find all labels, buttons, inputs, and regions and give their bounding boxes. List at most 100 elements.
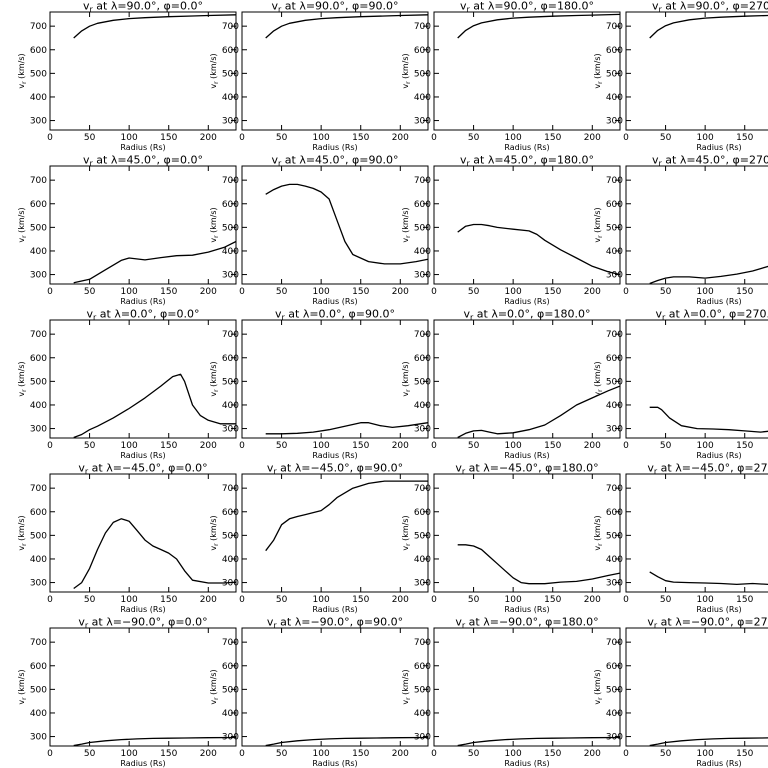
panel-title: vr at λ=45.0°, φ=180.0° (460, 154, 594, 169)
x-tick-label: 200 (392, 133, 409, 143)
y-tick-label: 500 (30, 69, 47, 79)
y-label-var: v (593, 238, 602, 243)
plot-frame (49, 165, 237, 285)
panel-title: vr at λ=−90.0°, φ=270.0° (647, 616, 768, 631)
y-label-subscript: r (213, 543, 220, 546)
plot-frame (241, 319, 429, 439)
y-tick-label: 500 (414, 377, 431, 387)
title-var: v (455, 616, 462, 629)
chart-panel: vr at λ=−90.0°, φ=270.0°0501001502003004… (593, 616, 768, 768)
y-tick-label: 500 (606, 377, 623, 387)
y-tick-label: 400 (414, 555, 431, 565)
y-axis-label: vr (km/s) (401, 53, 412, 88)
chart-panel: vr at λ=90.0°, φ=180.0°0 50 100 150 20030040… (401, 0, 621, 152)
y-label-subscript: r (21, 81, 28, 84)
x-tick-label: 0 (47, 749, 53, 759)
x-tick-label: 150 (736, 133, 753, 143)
y-label-unit: (km/s) (401, 361, 410, 389)
y-tick-label: 700 (222, 330, 239, 340)
data-line (265, 183, 428, 265)
panel-title: vr at λ=−45.0°, φ=180.0° (455, 462, 598, 477)
y-label-unit: (km/s) (209, 669, 218, 697)
chart-panel: vr at λ=90.0°, φ=90.0°0 50 100 150 200300400… (209, 0, 429, 152)
title-subscript: r (89, 5, 93, 14)
y-label-subscript: r (21, 235, 28, 238)
y-label-subscript: r (405, 235, 412, 238)
plot-frame (625, 473, 768, 593)
x-tick-label: 150 (160, 287, 177, 297)
x-tick-label: 50 (276, 595, 288, 605)
x-tick-label: 50 (276, 441, 288, 451)
chart-panel: vr at λ=45.0°, φ=180.0°0 50 100 150 20030040… (401, 154, 621, 306)
chart-panel: vr at λ=−45.0°, φ=270.0°0501001502003004… (593, 462, 768, 614)
y-axis-label: vr (km/s) (593, 361, 604, 396)
y-axis-label: vr (km/s) (209, 53, 220, 88)
data-line (73, 14, 236, 39)
x-tick-label: 200 (392, 749, 409, 759)
data-line (73, 373, 236, 438)
x-tick-label: 150 (160, 749, 177, 759)
panel-title: vr at λ=0.0°, φ=90.0° (275, 308, 395, 323)
x-tick-label: 200 (584, 749, 601, 759)
y-tick-label: 700 (30, 176, 47, 186)
x-axis-label: Radius (Rs) (504, 451, 549, 460)
x-tick-label: 50 (660, 749, 672, 759)
y-tick-label: 300 (606, 579, 623, 589)
y-label-subscript: r (213, 81, 220, 84)
y-tick-label: 400 (30, 555, 47, 565)
x-tick-label: 100 (697, 441, 714, 451)
data-line (265, 14, 428, 39)
x-tick-label: 50 (84, 287, 96, 297)
x-tick-label: 150 (736, 441, 753, 451)
y-tick-label: 600 (606, 508, 623, 518)
plot-frame (433, 165, 621, 285)
y-label-unit: (km/s) (17, 515, 26, 543)
y-tick-label: 400 (414, 247, 431, 257)
y-tick-label: 300 (414, 579, 431, 589)
title-var: v (652, 154, 659, 167)
title-location: at λ=90.0°, φ=90.0° (281, 0, 398, 13)
x-tick-label: 50 (276, 287, 288, 297)
x-tick-label: 0 (239, 287, 245, 297)
y-tick-label: 600 (222, 200, 239, 210)
y-tick-label: 300 (222, 425, 239, 435)
y-label-subscript: r (405, 697, 412, 700)
y-axis-label: vr (km/s) (401, 515, 412, 550)
x-tick-label: 150 (736, 749, 753, 759)
y-tick-label: 300 (30, 271, 47, 281)
plot-frame (49, 11, 237, 131)
plot-frame (625, 165, 768, 285)
chart-panel: vr at λ=0.0°, φ=90.0°0 50 100 150 2003004005… (209, 308, 429, 460)
panel-title: vr at λ=0.0°, φ=180.0° (463, 308, 590, 323)
y-tick-label: 700 (222, 638, 239, 648)
y-label-subscript: r (21, 389, 28, 392)
x-tick-label: 100 (121, 595, 138, 605)
x-tick-label: 0 (239, 749, 245, 759)
data-line (649, 265, 768, 284)
y-tick-label: 300 (222, 117, 239, 127)
y-label-unit: (km/s) (17, 53, 26, 81)
x-tick-label: 50 (660, 441, 672, 451)
title-location: at λ=90.0°, φ=270.0° (662, 0, 768, 13)
title-var: v (652, 0, 659, 13)
title-location: at λ=−45.0°, φ=90.0° (277, 462, 403, 475)
data-line (265, 736, 428, 746)
title-subscript: r (93, 313, 97, 322)
y-tick-label: 600 (606, 354, 623, 364)
y-axis-label: vr (km/s) (17, 207, 28, 242)
y-label-var: v (401, 238, 410, 243)
chart-panel: vr at λ=−45.0°, φ=180.0°0 50 100 150 2003004… (401, 462, 621, 614)
y-axis-label: vr (km/s) (17, 515, 28, 550)
plot-frame (433, 627, 621, 747)
x-tick-label: 0 (47, 287, 53, 297)
x-tick-label: 150 (352, 133, 369, 143)
plot-frame (433, 473, 621, 593)
y-label-unit: (km/s) (209, 515, 218, 543)
panel-title: vr at λ=90.0°, φ=0.0° (83, 0, 203, 14)
y-tick-label: 700 (30, 330, 47, 340)
panel-title: vr at λ=45.0°, φ=0.0° (83, 154, 203, 169)
plot-frame (433, 11, 621, 131)
x-tick-label: 200 (584, 441, 601, 451)
title-subscript: r (273, 467, 277, 476)
